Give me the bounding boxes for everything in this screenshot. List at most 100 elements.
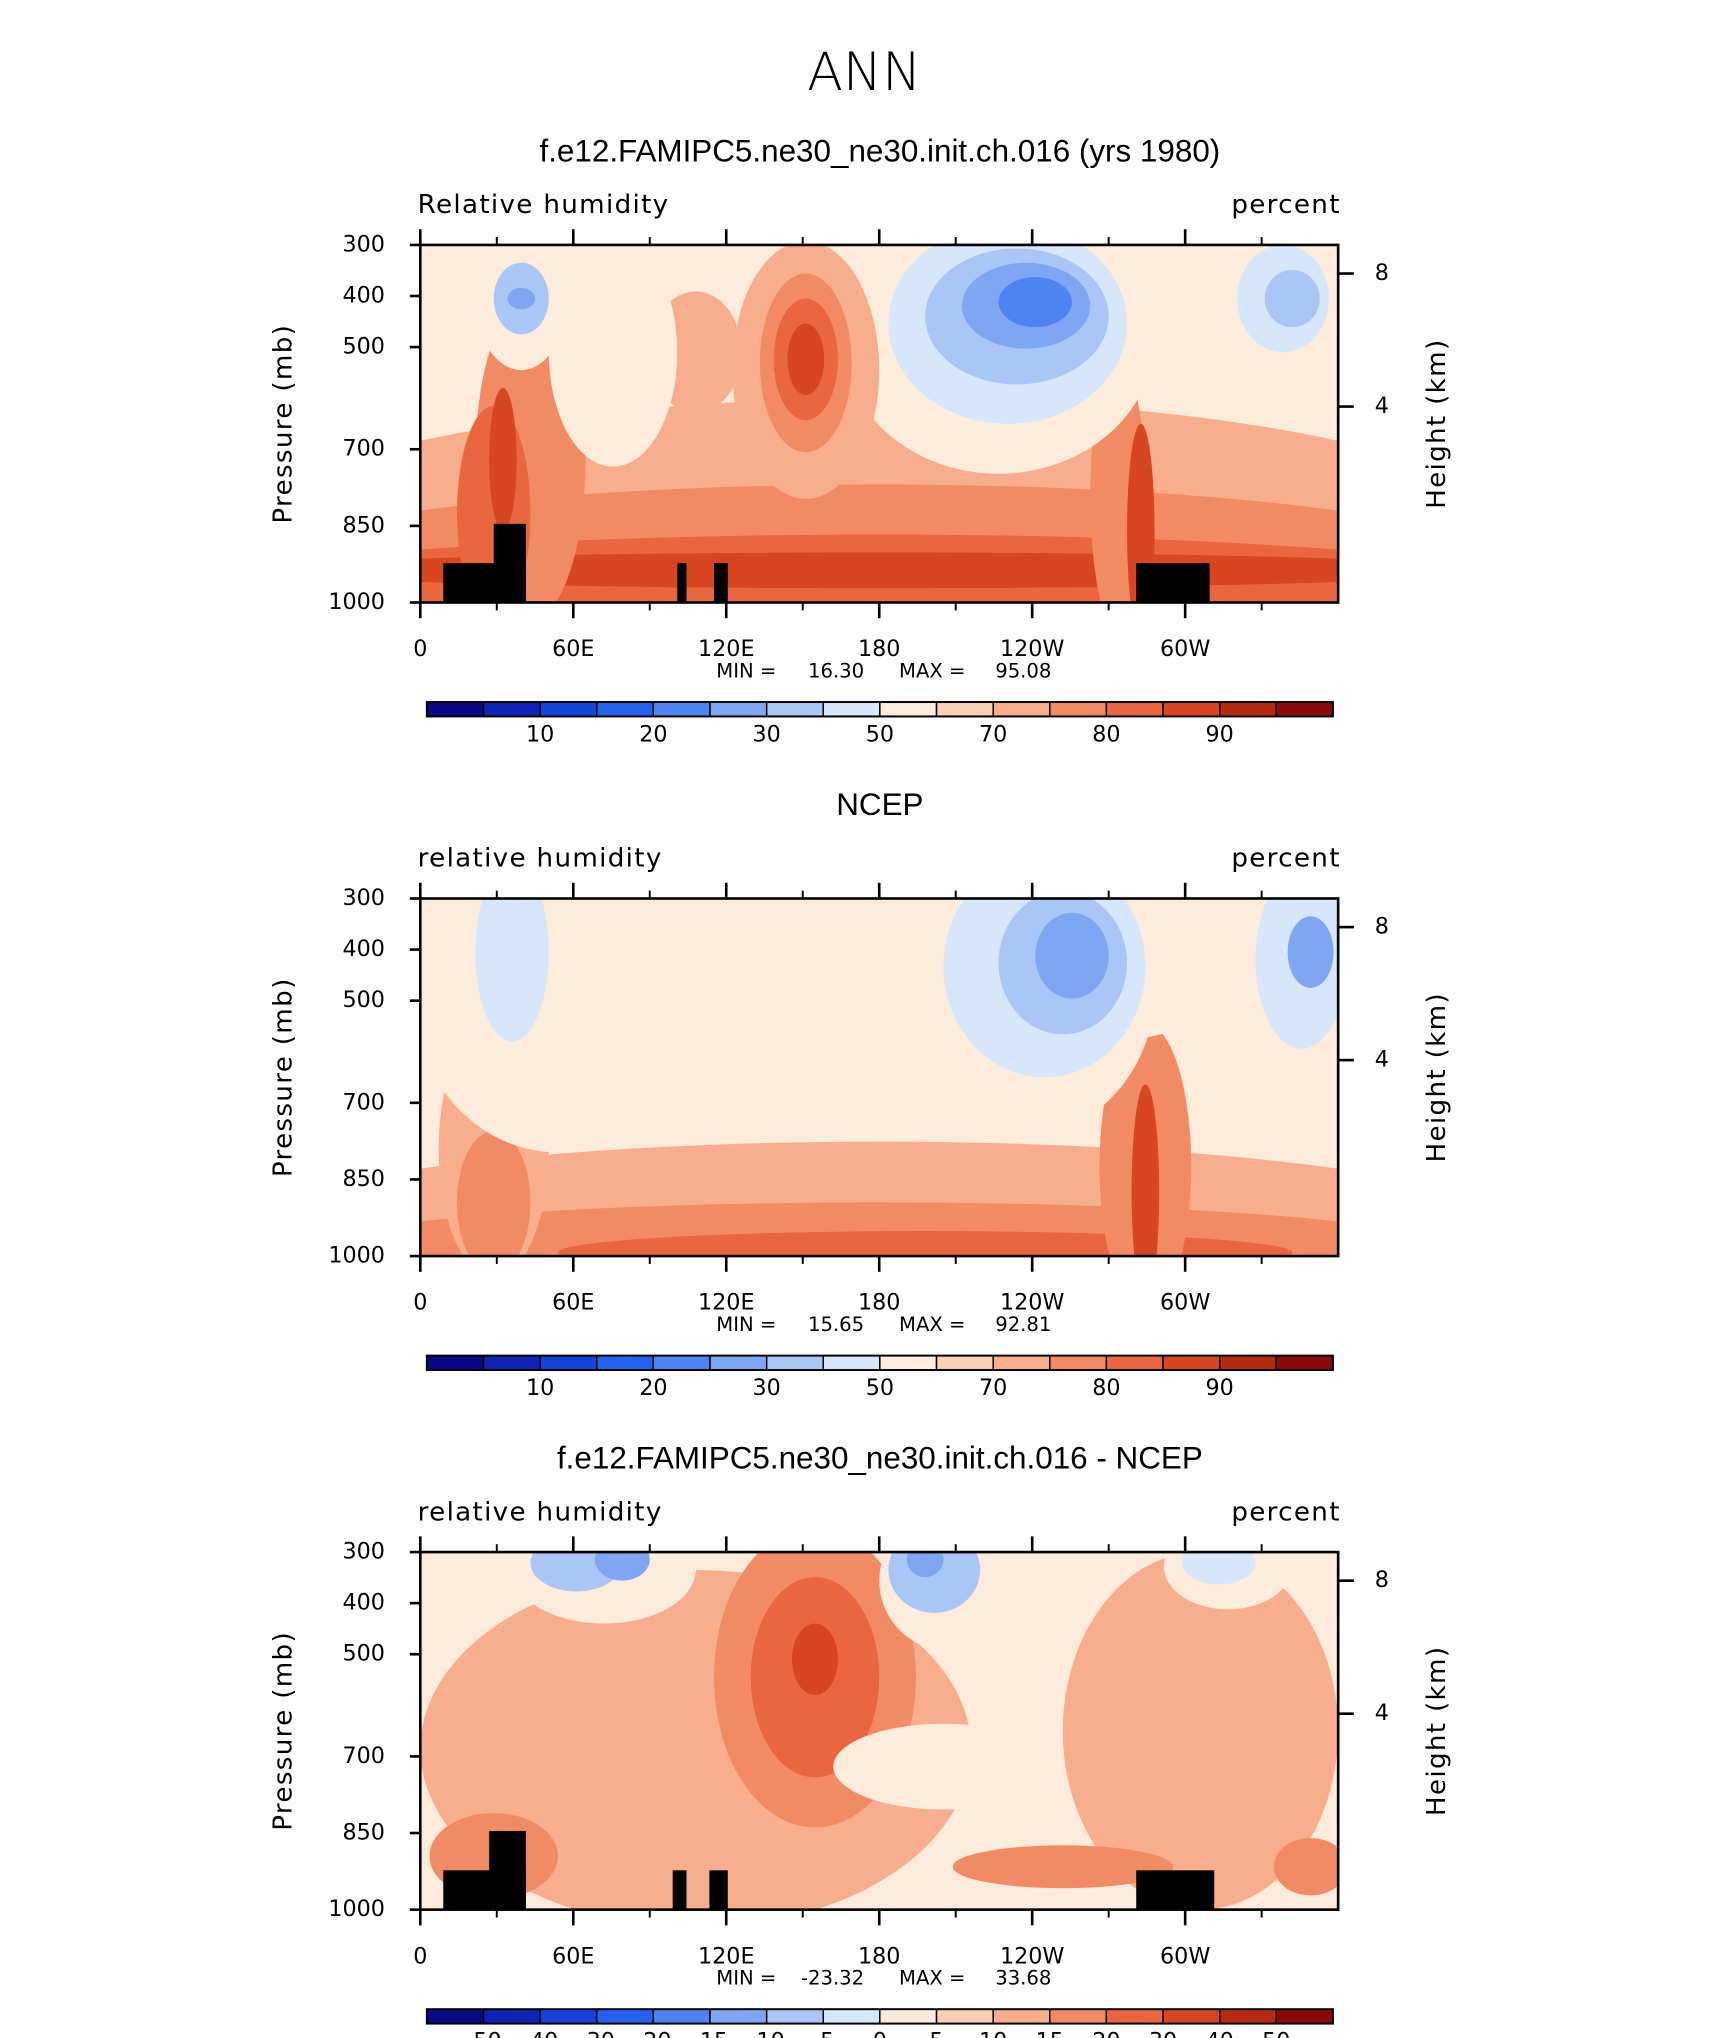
colorbar-box	[652, 2008, 711, 2025]
colorbar-label: 90	[1205, 721, 1233, 747]
panel-title: f.e12.FAMIPC5.ne30_ne30.init.ch.016 - NC…	[557, 1441, 1203, 1476]
contour-region	[1287, 916, 1334, 988]
colorbar-box	[935, 1354, 994, 1371]
colorbar-box	[1049, 2008, 1108, 2025]
y-tick-label: 850	[342, 512, 384, 538]
colorbar-box	[709, 701, 768, 718]
y-axis-label: Pressure (mb)	[269, 977, 299, 1177]
topography	[709, 1870, 728, 1910]
x-tick-label: 0	[413, 636, 427, 662]
colorbar-box	[992, 1354, 1051, 1371]
colorbar-box	[1049, 701, 1108, 718]
x-tick-label: 180	[858, 1943, 900, 1969]
colorbar-label: 30	[752, 1375, 780, 1401]
colorbar-label: 5	[929, 2028, 943, 2038]
min-text: MIN =	[716, 659, 776, 682]
colorbar-label: -20	[635, 2028, 671, 2038]
y2-axis-label: Height (km)	[1422, 992, 1452, 1162]
colorbar-box	[596, 2008, 655, 2025]
topography	[677, 563, 687, 603]
colorbar-box	[992, 2008, 1051, 2025]
x-tick-label: 120E	[698, 1290, 755, 1316]
colorbar-label: -15	[692, 2028, 728, 2038]
colorbar-box	[822, 2008, 881, 2025]
y-tick-label: 1000	[328, 1896, 385, 1922]
colorbar-box	[482, 701, 541, 718]
y-tick-label: 400	[342, 936, 384, 962]
variable-label: Relative humidity	[418, 190, 670, 220]
contour-region	[594, 1552, 650, 1581]
contour-region	[833, 1723, 1054, 1810]
colorbar-box	[539, 2008, 598, 2025]
colorbar-box	[765, 2008, 824, 2025]
contour-region	[1062, 1552, 1339, 1910]
x-tick-label: 0	[413, 1290, 427, 1316]
x-tick-label: 60E	[552, 1943, 594, 1969]
colorbar-box	[822, 1354, 881, 1371]
y-tick-label: 300	[342, 1539, 384, 1565]
colorbar-box	[1275, 701, 1334, 718]
panel: f.e12.FAMIPC5.ne30_ne30.init.ch.016 - NC…	[269, 1441, 1453, 2038]
y-tick-label: 500	[342, 334, 384, 360]
min-value: 15.65	[808, 1313, 864, 1336]
units-label: percent	[1231, 844, 1340, 874]
y-tick-label: 1000	[328, 589, 385, 615]
colorbar-box	[426, 701, 485, 718]
x-tick-label: 0	[413, 1943, 427, 1969]
colorbar-label: 70	[979, 721, 1007, 747]
colorbar-label: -30	[579, 2028, 615, 2038]
x-tick-label: 120E	[698, 636, 755, 662]
topography	[489, 1830, 526, 1910]
x-tick-label: 180	[858, 1290, 900, 1316]
colorbar-box	[596, 1354, 655, 1371]
x-tick-label: 120E	[698, 1943, 755, 1969]
colorbar-frame	[425, 1354, 1334, 1372]
colorbar-box	[426, 2008, 485, 2025]
colorbar-box	[652, 1354, 711, 1371]
min-text: MIN =	[716, 1967, 776, 1990]
y2-tick-label: 8	[1375, 260, 1389, 286]
y2-tick-label: 4	[1375, 393, 1389, 419]
max-text: MAX =	[899, 1313, 965, 1336]
min-value: 16.30	[808, 659, 864, 682]
x-tick-label: 60E	[552, 1290, 594, 1316]
x-tick-label: 120W	[1000, 1290, 1064, 1316]
colorbar-box	[1105, 1354, 1164, 1371]
min-text: MIN =	[716, 1313, 776, 1336]
colorbar-label: 50	[866, 1375, 894, 1401]
x-tick-label: 180	[858, 636, 900, 662]
y-tick-label: 700	[342, 1089, 384, 1115]
contour-region	[787, 323, 825, 396]
panel-title: NCEP	[836, 787, 923, 822]
colorbar-box	[1218, 2008, 1277, 2025]
y2-tick-label: 4	[1375, 1047, 1389, 1073]
colorbar-label: 80	[1092, 1375, 1120, 1401]
colorbar-label: 80	[1092, 721, 1120, 747]
colorbar-label: -50	[465, 2028, 501, 2038]
y-tick-label: 300	[342, 231, 384, 257]
topography	[1136, 1870, 1215, 1910]
colorbar-box	[879, 1354, 938, 1371]
contour-region	[1273, 1838, 1339, 1896]
contour-region	[475, 898, 549, 1042]
colorbar-label: 70	[979, 1375, 1007, 1401]
colorbar-box	[539, 701, 598, 718]
topography	[1136, 563, 1210, 603]
min-value: -23.32	[801, 1967, 864, 1990]
colorbar-label: 50	[866, 721, 894, 747]
x-tick-label: 60E	[552, 636, 594, 662]
y-tick-label: 300	[342, 885, 384, 911]
colorbar-label: 10	[526, 1375, 554, 1401]
y-tick-label: 400	[342, 1590, 384, 1616]
y-tick-label: 500	[342, 1641, 384, 1667]
max-value: 92.81	[995, 1313, 1051, 1336]
colorbar-box	[935, 2008, 994, 2025]
colorbar-label: 15	[1036, 2028, 1064, 2038]
colorbar-box	[482, 2008, 541, 2025]
colorbar-label: 40	[1205, 2028, 1233, 2038]
colorbar-box	[709, 2008, 768, 2025]
contour-field	[420, 1552, 1339, 1910]
contour-region	[1035, 912, 1109, 999]
panel: f.e12.FAMIPC5.ne30_ne30.init.ch.016 (yrs…	[269, 134, 1453, 748]
